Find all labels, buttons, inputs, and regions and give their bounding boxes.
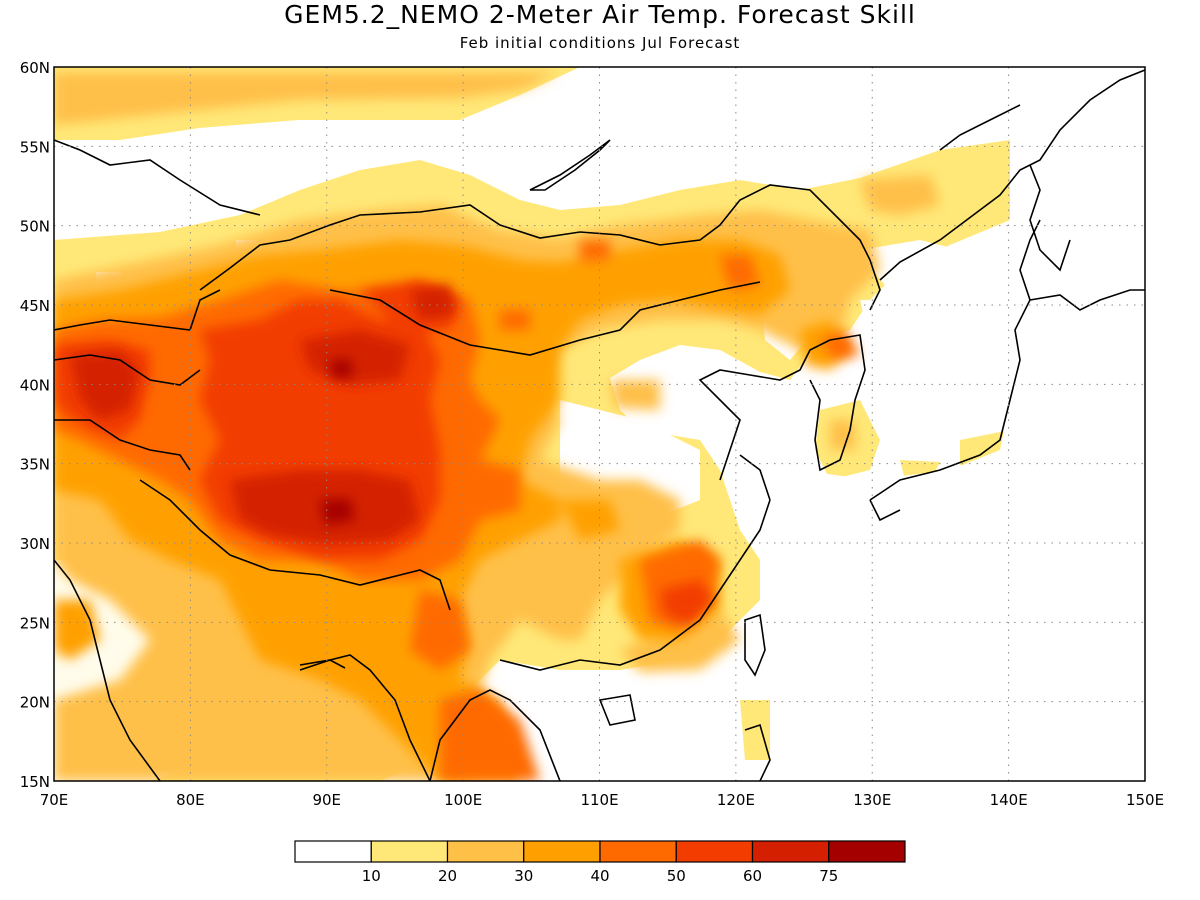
lon-tick-label: 90E <box>312 791 341 809</box>
map-title: GEM5.2_NEMO 2-Meter Air Temp. Forecast S… <box>284 0 916 29</box>
lat-tick-label: 50N <box>20 218 50 236</box>
colorbar-label: 50 <box>667 867 686 885</box>
lat-tick-label: 55N <box>20 138 50 156</box>
lat-tick-label: 20N <box>20 694 50 712</box>
longitude-tick-labels: 70E 80E 90E 100E 110E 120E 130E 140E 150E <box>40 791 1164 809</box>
colorbar-label: 10 <box>362 867 381 885</box>
colorbar-label: 40 <box>590 867 609 885</box>
colorbar-segment <box>599 840 677 863</box>
lat-tick-label: 40N <box>20 376 50 394</box>
lat-tick-label: 35N <box>20 456 50 474</box>
lon-tick-label: 150E <box>1126 791 1164 809</box>
coastlines <box>54 69 1145 781</box>
lat-tick-label: 30N <box>20 535 50 553</box>
lon-tick-label: 120E <box>717 791 755 809</box>
colorbar-label: 30 <box>514 867 533 885</box>
skill-level-60-75 <box>70 285 455 545</box>
colorbar-segment <box>523 840 601 863</box>
lat-tick-label: 25N <box>20 614 50 632</box>
colorbar-segment <box>751 840 830 863</box>
colorbar: 10 20 30 40 50 60 75 <box>294 840 906 885</box>
lat-tick-label: 45N <box>20 297 50 315</box>
map-subtitle: Feb initial conditions Jul Forecast <box>459 34 741 52</box>
colorbar-segment <box>828 840 906 863</box>
colorbar-label: 60 <box>743 867 762 885</box>
latitude-tick-labels: 15N 20N 25N 30N 35N 40N 45N 50N 55N 60N <box>20 59 50 791</box>
lon-tick-label: 80E <box>176 791 205 809</box>
lon-tick-label: 70E <box>40 791 69 809</box>
colorbar-label: 20 <box>438 867 457 885</box>
lat-tick-label: 15N <box>20 773 50 791</box>
colorbar-segment <box>294 840 372 863</box>
colorbar-segment <box>675 840 754 863</box>
plot-frame <box>53 66 1146 782</box>
lon-tick-label: 130E <box>853 791 891 809</box>
lat-tick-label: 60N <box>20 59 50 77</box>
lon-tick-label: 110E <box>580 791 618 809</box>
colorbar-segment <box>370 840 449 863</box>
lon-tick-label: 100E <box>444 791 482 809</box>
colorbar-label: 75 <box>819 867 838 885</box>
skill-shading <box>54 67 1145 781</box>
lon-tick-label: 140E <box>990 791 1028 809</box>
skill-level-above-75 <box>320 360 355 525</box>
colorbar-segment <box>446 840 525 863</box>
